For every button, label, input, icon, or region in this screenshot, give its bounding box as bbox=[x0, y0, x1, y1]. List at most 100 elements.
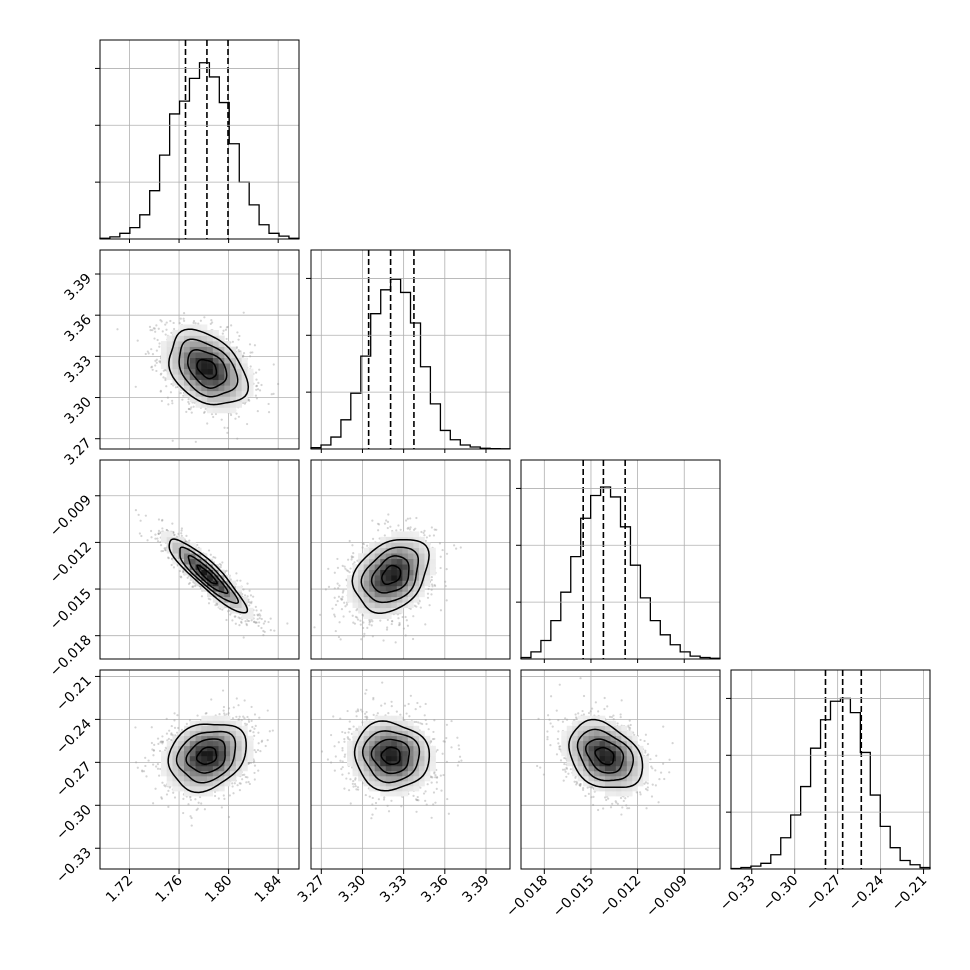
scatter-point bbox=[247, 398, 250, 401]
scatter-point bbox=[192, 405, 195, 408]
scatter-point bbox=[235, 346, 238, 349]
scatter-point bbox=[160, 550, 163, 553]
grid-3-3 bbox=[751, 670, 924, 869]
density-cell bbox=[418, 591, 425, 598]
scatter-point bbox=[221, 332, 224, 335]
density-cell bbox=[424, 569, 431, 576]
scatter-point bbox=[366, 626, 369, 629]
scatter-point bbox=[247, 598, 250, 601]
density-cell bbox=[235, 602, 242, 609]
scatter-point bbox=[165, 528, 169, 532]
scatter-point bbox=[237, 349, 240, 352]
histogram-0 bbox=[99, 62, 300, 239]
scatter-point bbox=[151, 368, 154, 371]
density-cell bbox=[212, 569, 219, 576]
density-cell bbox=[374, 602, 381, 609]
density-cell bbox=[407, 569, 414, 576]
scatter-point bbox=[182, 571, 185, 574]
density-cell bbox=[385, 569, 392, 576]
density-cell bbox=[178, 363, 185, 370]
density-panel-1-0 bbox=[116, 311, 280, 443]
density-cell bbox=[195, 396, 202, 403]
density-cell bbox=[352, 580, 359, 587]
density-cell bbox=[235, 585, 242, 592]
scatter-point bbox=[406, 517, 409, 520]
density-cell bbox=[385, 607, 392, 614]
scatter-point bbox=[262, 622, 265, 625]
density-cell bbox=[183, 335, 191, 342]
density-cell bbox=[369, 542, 375, 549]
density-cell bbox=[212, 575, 219, 581]
scatter-point bbox=[371, 519, 374, 522]
density-cell bbox=[207, 329, 214, 336]
density-cell bbox=[374, 575, 381, 581]
density-cell bbox=[218, 341, 225, 347]
density-cell bbox=[241, 390, 248, 397]
scatter-point bbox=[161, 527, 164, 530]
scatter-point bbox=[244, 620, 247, 623]
density-cell bbox=[358, 602, 364, 609]
density-cell bbox=[247, 379, 254, 386]
density-cell bbox=[418, 575, 425, 581]
density-cell bbox=[230, 379, 237, 386]
density-cell bbox=[391, 580, 398, 587]
density-cell bbox=[374, 542, 381, 549]
scatter-point bbox=[157, 529, 161, 532]
contour-2-0-2 bbox=[179, 546, 240, 604]
density-cell bbox=[235, 379, 242, 386]
scatter-point bbox=[156, 540, 160, 543]
density-cell bbox=[207, 390, 214, 397]
scatter-point bbox=[455, 547, 458, 550]
density-cell bbox=[407, 591, 414, 598]
scatter-point bbox=[350, 558, 353, 561]
density-cell bbox=[230, 357, 237, 364]
scatter-point bbox=[424, 623, 427, 626]
scatter-point bbox=[221, 561, 224, 564]
scatter-point bbox=[348, 539, 351, 543]
density-cell bbox=[391, 531, 398, 538]
density-cell bbox=[195, 569, 202, 576]
scatter-point bbox=[222, 329, 225, 332]
density-cell bbox=[352, 602, 359, 609]
scatter-point bbox=[269, 629, 272, 632]
density-cell bbox=[391, 564, 398, 570]
density-cell bbox=[374, 553, 381, 559]
scatter-point bbox=[170, 563, 173, 567]
scatter-point bbox=[414, 527, 417, 530]
density-cell bbox=[218, 396, 225, 403]
density-cell bbox=[352, 564, 359, 570]
scatter-point bbox=[237, 338, 240, 341]
scatter-point bbox=[249, 351, 252, 354]
scatter-point bbox=[236, 437, 239, 440]
scatter-point bbox=[154, 359, 157, 362]
density-cell bbox=[407, 585, 414, 592]
scatter-point bbox=[179, 317, 182, 320]
density-cell bbox=[201, 341, 208, 347]
density-cell bbox=[218, 585, 225, 592]
scatter-point bbox=[221, 689, 225, 692]
scatter-point bbox=[412, 528, 416, 531]
density-cell bbox=[201, 335, 208, 342]
density-cells-2-0 bbox=[160, 531, 254, 620]
scatter-point bbox=[426, 592, 430, 595]
scatter-point bbox=[235, 697, 238, 700]
density-cell bbox=[224, 368, 231, 375]
density-cell bbox=[363, 585, 370, 592]
density-cell bbox=[212, 341, 219, 347]
density-cell bbox=[172, 341, 179, 347]
scatter-point bbox=[313, 626, 316, 629]
scatter-point bbox=[185, 534, 188, 537]
density-cell bbox=[183, 385, 191, 392]
density-cell bbox=[374, 547, 381, 554]
scatter-point bbox=[172, 531, 175, 534]
scatter-point bbox=[203, 316, 206, 319]
density-cell bbox=[385, 602, 392, 609]
density-cell bbox=[224, 585, 231, 592]
density-cell bbox=[201, 352, 208, 358]
scatter-point bbox=[420, 530, 423, 534]
density-cell bbox=[385, 585, 392, 592]
density-cell bbox=[235, 352, 242, 358]
scatter-point bbox=[339, 638, 342, 641]
scatter-point bbox=[248, 601, 251, 604]
density-cell bbox=[413, 564, 420, 570]
